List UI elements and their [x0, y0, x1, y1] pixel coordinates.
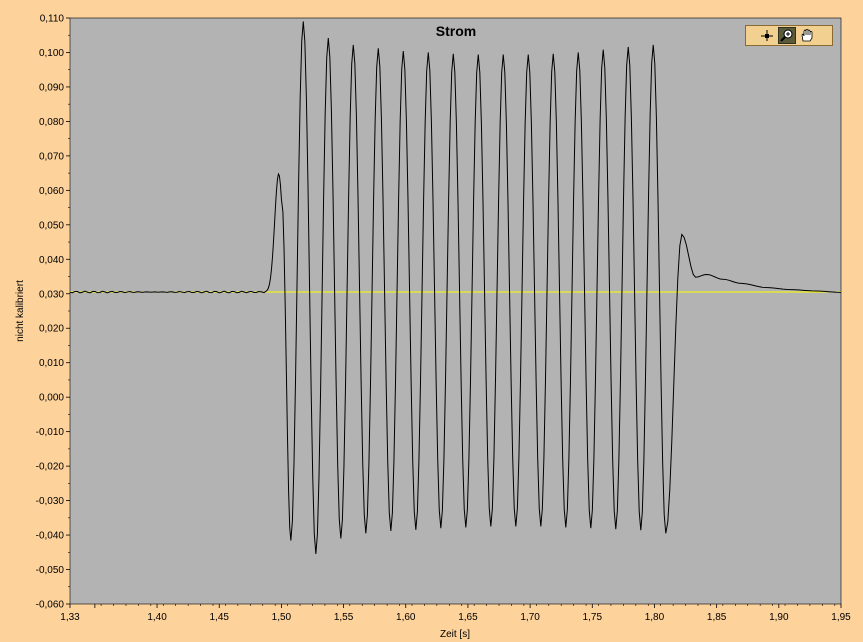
- y-tick-label: 0,040: [39, 255, 64, 266]
- x-tick-label: 1,45: [209, 612, 229, 623]
- graph-palette: [745, 25, 833, 46]
- y-tick-label: 0,080: [39, 117, 64, 128]
- x-tick-label: 1,50: [272, 612, 292, 623]
- y-tick-label: 0,000: [39, 393, 64, 404]
- y-tick-label: 0,110: [40, 14, 65, 25]
- y-tick-label: 0,050: [39, 220, 64, 231]
- x-tick-label: 1,70: [520, 612, 540, 623]
- cursor-move-icon: [761, 30, 773, 41]
- x-tick-label: 1,60: [396, 612, 416, 623]
- y-tick-label: -0,060: [36, 600, 65, 611]
- cursor-tool-button[interactable]: [758, 27, 776, 44]
- y-tick-label: -0,020: [36, 462, 65, 473]
- x-tick-label: 1,75: [583, 612, 603, 623]
- x-tick-label: 1,65: [458, 612, 478, 623]
- x-tick-label: 1,33: [60, 612, 80, 623]
- x-tick-label: 1,55: [334, 612, 354, 623]
- zoom-icon: [780, 29, 793, 42]
- y-tick-label: 0,060: [39, 186, 64, 197]
- pan-hand-icon: [801, 29, 813, 42]
- chart-title: Strom: [436, 23, 476, 39]
- y-tick-label: 0,020: [39, 324, 64, 335]
- y-axis-title: nicht kalibriert: [15, 280, 26, 342]
- pan-tool-button[interactable]: [798, 27, 816, 44]
- x-tick-label: 1,90: [769, 612, 789, 623]
- y-tick-label: -0,030: [36, 496, 65, 507]
- plot-area[interactable]: [70, 18, 841, 604]
- y-axis: 0,110 0,100 0,090 0,080 0,070 0,060 0,050 0,040…: [36, 14, 70, 611]
- y-tick-label: 0,070: [39, 151, 64, 162]
- y-tick-label: 0,100: [39, 48, 64, 59]
- x-tick-label: 1,95: [831, 612, 851, 623]
- zoom-tool-button[interactable]: [778, 27, 796, 44]
- x-tick-label: 1,80: [645, 612, 665, 623]
- y-tick-label: -0,050: [36, 565, 65, 576]
- x-axis: 1,33 1,40 1,45 1,50 1,55 1,60 1,65 1,70 1,75 1,80…: [60, 604, 851, 623]
- x-tick-label: 1,40: [147, 612, 167, 623]
- y-tick-label: 0,030: [39, 289, 64, 300]
- series-line: [69, 21, 842, 555]
- y-tick-label: 0,010: [39, 358, 64, 369]
- y-tick-label: -0,040: [36, 531, 65, 542]
- x-axis-title: Zeit [s]: [440, 629, 470, 640]
- y-tick-label: 0,090: [39, 82, 64, 93]
- x-tick-label: 1,85: [707, 612, 727, 623]
- y-tick-label: -0,010: [36, 427, 65, 438]
